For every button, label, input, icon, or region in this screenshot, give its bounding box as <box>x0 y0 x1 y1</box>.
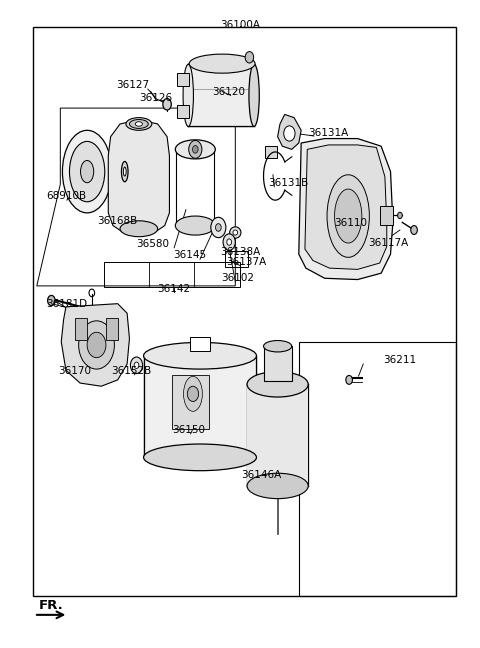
Ellipse shape <box>126 118 152 130</box>
Ellipse shape <box>135 122 143 126</box>
Bar <box>33 27 456 596</box>
Bar <box>172 375 209 429</box>
Text: 36131A: 36131A <box>308 128 348 138</box>
Circle shape <box>187 386 199 402</box>
Circle shape <box>346 375 352 384</box>
Bar <box>178 105 189 118</box>
Text: 36126: 36126 <box>139 93 172 103</box>
Text: 36150: 36150 <box>172 425 205 435</box>
Text: 36110: 36110 <box>334 218 367 228</box>
Polygon shape <box>108 121 169 232</box>
Bar <box>247 384 308 486</box>
Text: 36142: 36142 <box>157 284 191 294</box>
Circle shape <box>216 224 221 231</box>
Ellipse shape <box>144 444 256 470</box>
Ellipse shape <box>189 54 255 73</box>
Circle shape <box>211 217 226 238</box>
Text: 36152B: 36152B <box>111 366 151 376</box>
Ellipse shape <box>70 141 105 202</box>
Circle shape <box>189 141 202 158</box>
Circle shape <box>227 239 231 245</box>
Ellipse shape <box>247 473 308 499</box>
Ellipse shape <box>120 221 157 237</box>
Text: 36211: 36211 <box>384 355 417 365</box>
Text: 36580: 36580 <box>136 239 169 249</box>
Text: 36170: 36170 <box>58 366 91 376</box>
Bar <box>265 146 276 158</box>
Ellipse shape <box>327 175 370 257</box>
Bar <box>380 206 393 225</box>
Ellipse shape <box>130 119 148 128</box>
Text: 36102: 36102 <box>221 273 254 283</box>
Text: 36138A: 36138A <box>220 247 261 257</box>
Ellipse shape <box>62 130 112 213</box>
Circle shape <box>411 226 417 235</box>
Circle shape <box>284 126 295 141</box>
Bar <box>299 341 456 596</box>
Text: FR.: FR. <box>39 599 63 612</box>
Ellipse shape <box>175 216 216 235</box>
Bar <box>178 73 189 86</box>
Bar <box>75 318 87 340</box>
Polygon shape <box>190 337 210 351</box>
Circle shape <box>134 362 139 369</box>
Circle shape <box>223 234 235 250</box>
Bar <box>264 346 292 381</box>
Circle shape <box>245 52 253 63</box>
Ellipse shape <box>249 64 259 126</box>
Bar <box>188 64 254 126</box>
Polygon shape <box>61 304 130 386</box>
Ellipse shape <box>175 140 216 159</box>
Text: 36168B: 36168B <box>97 216 137 226</box>
Circle shape <box>48 295 55 306</box>
Ellipse shape <box>229 227 241 238</box>
Ellipse shape <box>81 161 94 183</box>
Text: 36146A: 36146A <box>241 470 281 480</box>
Circle shape <box>87 332 106 358</box>
Text: 36127: 36127 <box>116 80 149 90</box>
Ellipse shape <box>144 342 256 369</box>
Polygon shape <box>277 115 301 150</box>
Text: 68910B: 68910B <box>46 191 86 202</box>
Bar <box>144 356 256 457</box>
Text: 36120: 36120 <box>212 87 245 97</box>
Bar <box>225 251 248 267</box>
Bar <box>104 262 240 287</box>
Circle shape <box>397 213 402 218</box>
Text: 36137A: 36137A <box>226 257 266 267</box>
Ellipse shape <box>264 340 292 352</box>
Ellipse shape <box>183 376 203 411</box>
Text: 36181D: 36181D <box>46 299 87 308</box>
Circle shape <box>131 357 143 373</box>
Ellipse shape <box>233 230 238 235</box>
Ellipse shape <box>335 189 362 243</box>
Bar <box>106 318 118 340</box>
Ellipse shape <box>247 372 308 397</box>
Circle shape <box>163 98 171 110</box>
Ellipse shape <box>123 167 126 176</box>
Text: 36131B: 36131B <box>268 178 309 188</box>
Circle shape <box>79 321 114 369</box>
Text: 36145: 36145 <box>173 251 206 260</box>
Polygon shape <box>305 145 387 270</box>
Ellipse shape <box>183 64 193 126</box>
Circle shape <box>192 146 198 153</box>
Polygon shape <box>299 139 393 279</box>
Text: 36117A: 36117A <box>368 238 408 248</box>
Polygon shape <box>37 108 235 286</box>
Text: 36100A: 36100A <box>220 20 260 30</box>
Ellipse shape <box>121 161 128 181</box>
